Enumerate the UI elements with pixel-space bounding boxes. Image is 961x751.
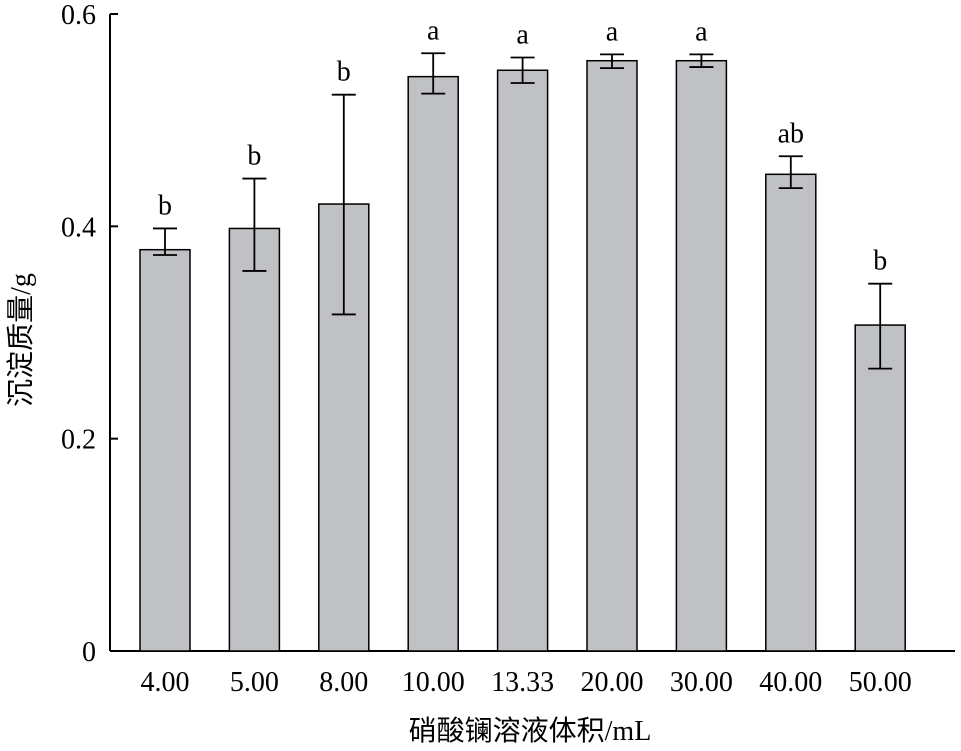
bar (496, 69, 549, 652)
bar (765, 173, 817, 652)
significance-label: a (427, 15, 440, 46)
error-bars (153, 52, 893, 370)
bar (675, 59, 728, 652)
y-axis-title: 沉淀质量/g (5, 273, 37, 407)
y-tick-label: 0.6 (61, 0, 96, 31)
x-tick-label: 50.00 (849, 667, 912, 698)
bar (139, 248, 191, 652)
significance-label: a (695, 16, 708, 47)
significance-label: b (873, 246, 887, 277)
significance-labels: b b b a a a a ab b (158, 15, 887, 276)
x-tick-label: 40.00 (759, 667, 822, 698)
bar (407, 75, 459, 652)
y-tick-label: 0 (82, 637, 96, 668)
significance-label: ab (778, 118, 804, 149)
x-tick-labels: 4.00 5.00 8.00 10.00 13.33 20.00 30.00 40.00 50.… (141, 667, 912, 698)
x-tick-label: 4.00 (141, 667, 190, 698)
bar (854, 324, 906, 652)
x-tick-label: 5.00 (230, 667, 279, 698)
significance-label: b (337, 57, 351, 88)
x-tick-label: 8.00 (319, 667, 368, 698)
y-ticks: 0 0.2 0.4 0.6 (61, 0, 118, 668)
significance-label: b (158, 190, 172, 221)
bar (228, 227, 281, 652)
y-tick-label: 0.4 (61, 212, 96, 243)
x-tick-label: 10.00 (402, 667, 465, 698)
significance-label: a (606, 16, 619, 47)
bar (586, 59, 638, 652)
bars (139, 59, 906, 652)
x-tick-label: 30.00 (670, 667, 733, 698)
x-tick-label: 13.33 (491, 667, 554, 698)
y-tick-label: 0.2 (61, 425, 96, 456)
x-axis-title: 硝酸镧溶液体积/mL (409, 715, 652, 747)
significance-label: b (247, 141, 261, 172)
x-tick-label: 20.00 (581, 667, 644, 698)
significance-label: a (516, 20, 529, 51)
